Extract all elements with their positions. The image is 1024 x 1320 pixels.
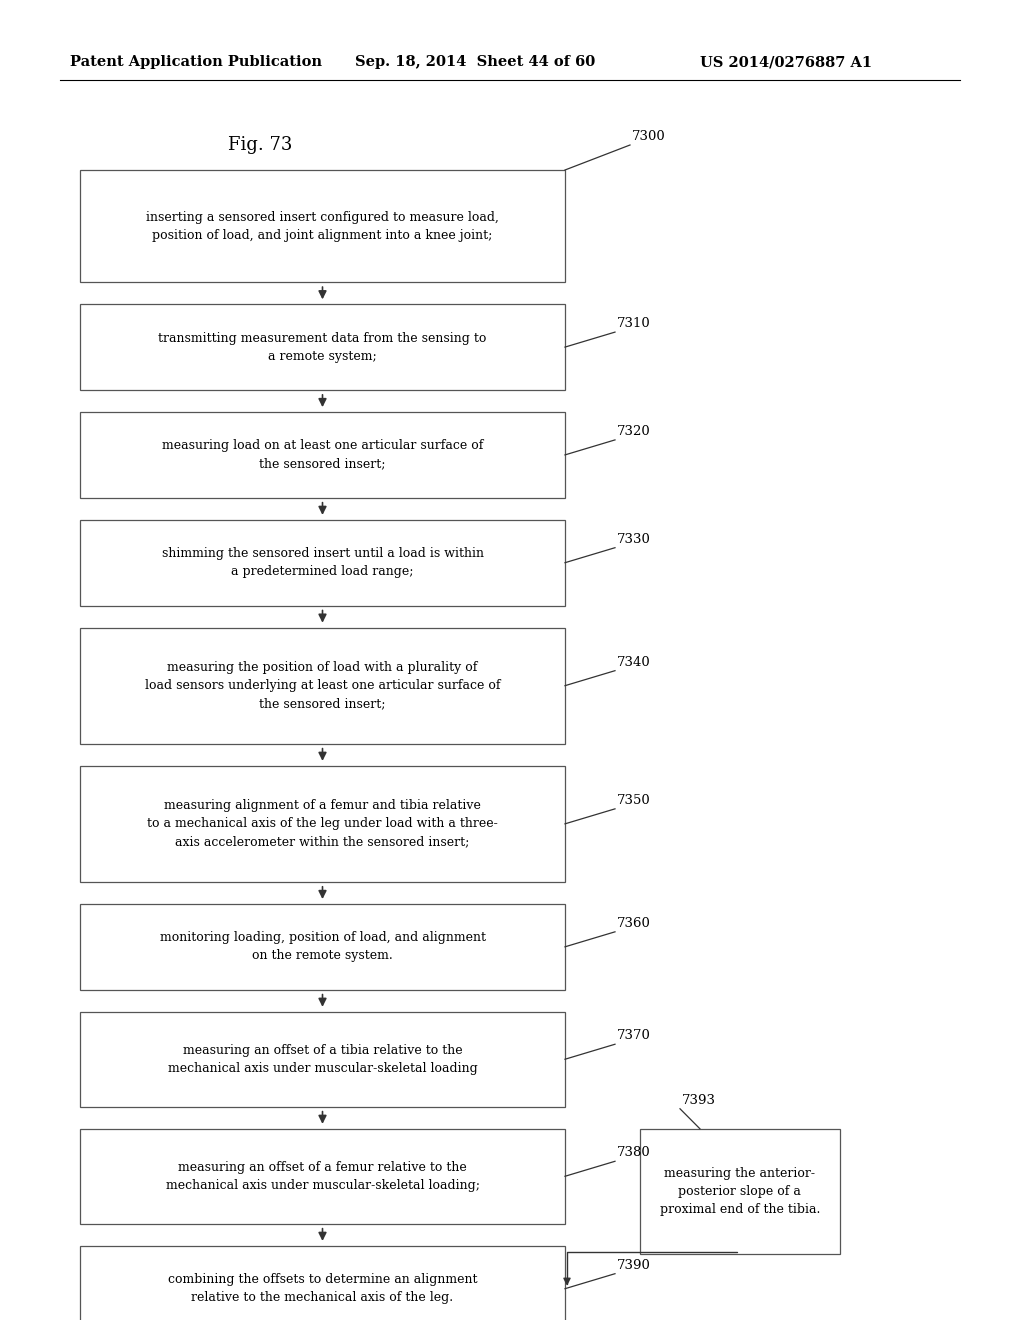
Text: 7360: 7360 xyxy=(617,917,651,929)
Text: Fig. 73: Fig. 73 xyxy=(227,136,292,154)
FancyBboxPatch shape xyxy=(80,520,565,606)
Text: measuring the position of load with a plurality of
load sensors underlying at le: measuring the position of load with a pl… xyxy=(144,661,501,710)
Text: 7350: 7350 xyxy=(617,793,650,807)
FancyBboxPatch shape xyxy=(80,412,565,498)
Text: shimming the sensored insert until a load is within
a predetermined load range;: shimming the sensored insert until a loa… xyxy=(162,548,483,578)
Text: transmitting measurement data from the sensing to
a remote system;: transmitting measurement data from the s… xyxy=(159,331,486,363)
FancyBboxPatch shape xyxy=(80,1129,565,1224)
Text: Sep. 18, 2014  Sheet 44 of 60: Sep. 18, 2014 Sheet 44 of 60 xyxy=(355,55,595,69)
Text: combining the offsets to determine an alignment
relative to the mechanical axis : combining the offsets to determine an al… xyxy=(168,1274,477,1304)
Text: 7393: 7393 xyxy=(682,1094,716,1106)
Text: 7380: 7380 xyxy=(617,1146,650,1159)
Text: 7390: 7390 xyxy=(617,1259,651,1271)
FancyBboxPatch shape xyxy=(80,170,565,282)
FancyBboxPatch shape xyxy=(80,304,565,389)
Text: 7300: 7300 xyxy=(632,129,666,143)
FancyBboxPatch shape xyxy=(80,766,565,882)
Text: measuring the anterior-
posterior slope of a
proximal end of the tibia.: measuring the anterior- posterior slope … xyxy=(659,1167,820,1216)
Text: 7320: 7320 xyxy=(617,425,650,438)
FancyBboxPatch shape xyxy=(80,1011,565,1106)
FancyBboxPatch shape xyxy=(640,1129,840,1254)
Text: measuring an offset of a tibia relative to the
mechanical axis under muscular-sk: measuring an offset of a tibia relative … xyxy=(168,1044,477,1074)
Text: 7310: 7310 xyxy=(617,317,650,330)
Text: Patent Application Publication: Patent Application Publication xyxy=(70,55,322,69)
Text: 7330: 7330 xyxy=(617,533,651,545)
Text: 7370: 7370 xyxy=(617,1030,651,1043)
Text: measuring an offset of a femur relative to the
mechanical axis under muscular-sk: measuring an offset of a femur relative … xyxy=(166,1160,479,1192)
FancyBboxPatch shape xyxy=(80,904,565,990)
Text: 7340: 7340 xyxy=(617,656,650,669)
Text: measuring alignment of a femur and tibia relative
to a mechanical axis of the le: measuring alignment of a femur and tibia… xyxy=(147,800,498,849)
Text: US 2014/0276887 A1: US 2014/0276887 A1 xyxy=(700,55,872,69)
Text: measuring load on at least one articular surface of
the sensored insert;: measuring load on at least one articular… xyxy=(162,440,483,470)
Text: monitoring loading, position of load, and alignment
on the remote system.: monitoring loading, position of load, an… xyxy=(160,932,485,962)
Text: inserting a sensored insert configured to measure load,
position of load, and jo: inserting a sensored insert configured t… xyxy=(146,211,499,242)
FancyBboxPatch shape xyxy=(80,1246,565,1320)
FancyBboxPatch shape xyxy=(80,627,565,743)
